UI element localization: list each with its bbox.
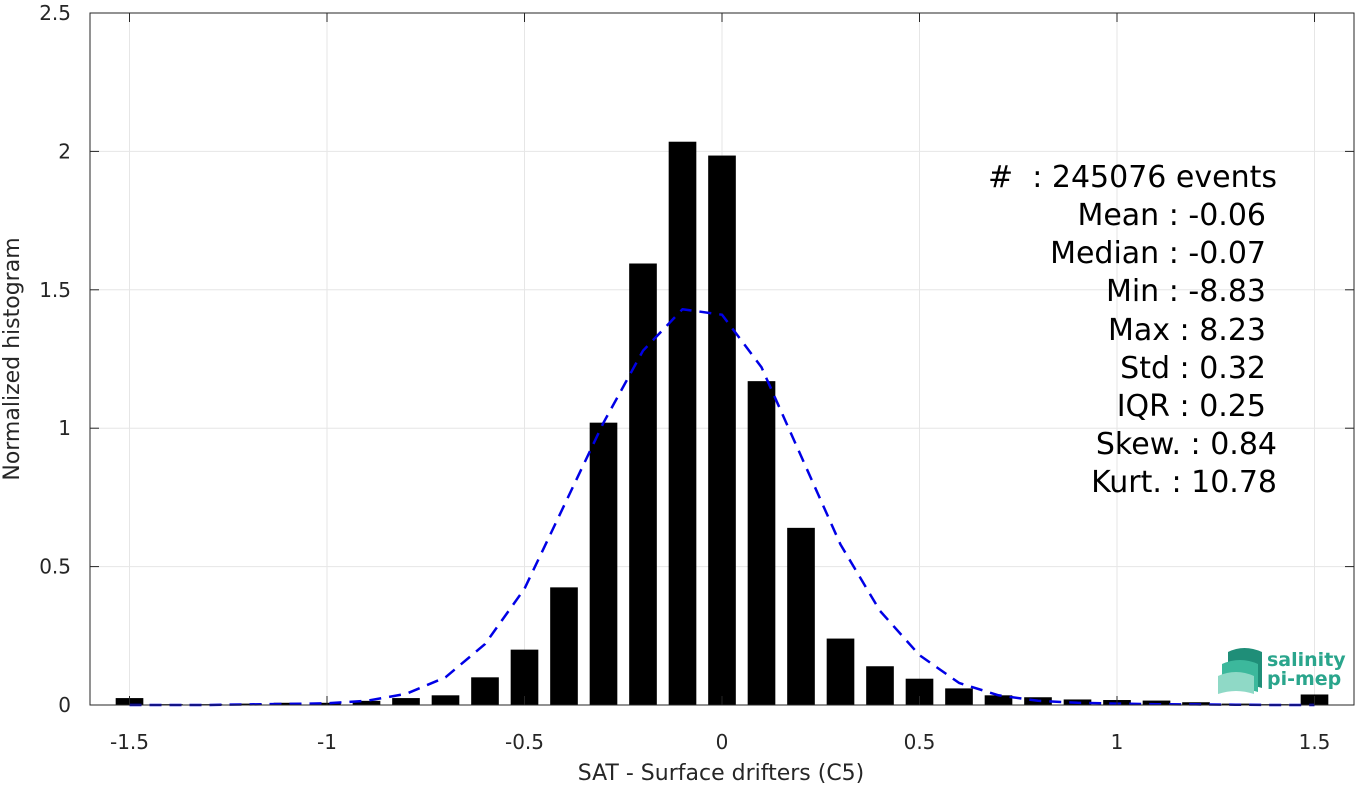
histogram-bars <box>115 141 1329 705</box>
wave-logo-icon <box>1218 648 1262 694</box>
y-axis-label: Normalized histogram <box>0 237 25 480</box>
histogram-bar <box>826 638 855 705</box>
stat-mean: Mean : -0.06 <box>1077 198 1266 233</box>
histogram-bar <box>629 263 657 705</box>
y-tick-label: 1 <box>58 416 71 440</box>
x-axis-label: SAT - Surface drifters (C5) <box>578 761 865 785</box>
x-tick-label: 1 <box>1111 730 1124 754</box>
histogram-bar <box>1142 700 1171 705</box>
histogram-bar <box>589 422 618 705</box>
y-tick-label: 0 <box>58 693 71 717</box>
stat-std: Std : 0.32 <box>1120 351 1266 386</box>
stat-max: Max : 8.23 <box>1108 313 1266 348</box>
stat-min: Min : -8.83 <box>1106 274 1266 309</box>
histogram-bar <box>273 702 302 705</box>
histogram-bar <box>550 587 578 705</box>
logo-line2: pi-mep <box>1267 668 1341 690</box>
y-tick-label: 2 <box>58 139 71 163</box>
histogram-bar <box>471 677 499 705</box>
histogram-bar <box>866 666 894 705</box>
y-tick-label: 1.5 <box>39 278 71 302</box>
y-tick-label: 0.5 <box>39 555 71 579</box>
x-tick-label: -1.5 <box>110 730 149 754</box>
histogram-bar <box>747 381 776 705</box>
x-tick-label: 0.5 <box>904 730 936 754</box>
stat-kurt: Kurt. : 10.78 <box>1091 465 1277 500</box>
stat-events: # : 245076 events <box>988 160 1277 195</box>
stat-skew: Skew. : 0.84 <box>1096 427 1277 462</box>
histogram-bar <box>234 703 262 705</box>
x-tick-label: 0 <box>716 730 729 754</box>
stats-box: # : 245076 events Mean : -0.06 Median : … <box>988 160 1277 500</box>
x-tick-label: 1.5 <box>1299 730 1331 754</box>
pi-mep-logo: salinity pi-mep <box>1218 648 1346 694</box>
histogram-bar <box>787 527 815 705</box>
x-tick-label: -0.5 <box>505 730 544 754</box>
histogram-bar <box>668 141 697 705</box>
histogram-bar <box>431 695 460 705</box>
y-tick-label: 2.5 <box>39 1 71 25</box>
logo-line1: salinity <box>1267 649 1346 671</box>
stat-median: Median : -0.07 <box>1050 236 1266 271</box>
histogram-bar <box>392 698 420 705</box>
histogram-bar <box>984 695 1013 705</box>
x-tick-label: -1 <box>317 730 337 754</box>
histogram-bar <box>945 688 973 705</box>
histogram-bar <box>352 700 381 705</box>
axis-ticks: -1.5 -1 -0.5 0 0.5 1 1.5 0 0.5 1 1.5 2 2.5 <box>39 1 1354 754</box>
histogram-bar <box>510 649 539 705</box>
histogram-bar <box>708 155 736 705</box>
stat-iqr: IQR : 0.25 <box>1117 389 1266 424</box>
